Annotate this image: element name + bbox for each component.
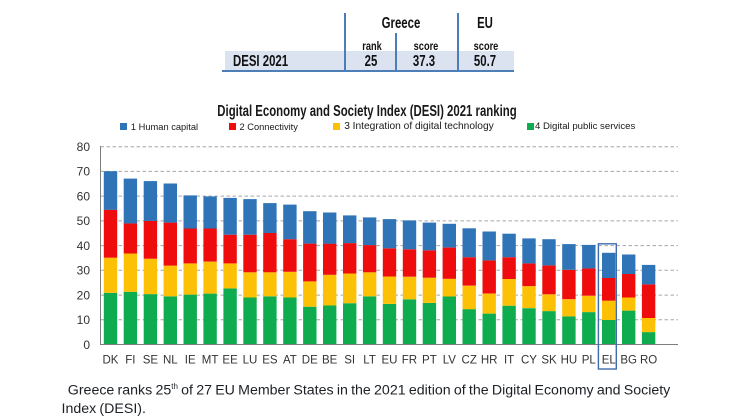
- svg-text:0: 0: [83, 338, 90, 352]
- svg-text:SE: SE: [143, 355, 159, 367]
- svg-text:60: 60: [77, 189, 91, 203]
- svg-text:70: 70: [77, 165, 91, 179]
- svg-text:DE: DE: [302, 355, 318, 367]
- svg-text:BG: BG: [620, 355, 637, 367]
- svg-text:HR: HR: [481, 355, 498, 367]
- svg-text:LT: LT: [363, 355, 376, 367]
- svg-text:EU: EU: [382, 355, 398, 367]
- svg-text:80: 80: [77, 140, 91, 154]
- svg-text:20: 20: [77, 288, 91, 302]
- svg-text:CZ: CZ: [462, 355, 477, 367]
- svg-text:40: 40: [77, 239, 91, 253]
- svg-text:RO: RO: [640, 355, 657, 367]
- svg-text:LU: LU: [243, 355, 258, 367]
- svg-text:PL: PL: [582, 355, 597, 367]
- svg-text:CY: CY: [521, 355, 537, 367]
- svg-text:MT: MT: [202, 355, 219, 367]
- svg-text:10: 10: [77, 313, 91, 327]
- svg-text:LV: LV: [443, 355, 457, 367]
- svg-text:SI: SI: [344, 355, 355, 367]
- svg-text:IE: IE: [185, 355, 196, 367]
- svg-text:FR: FR: [402, 355, 417, 367]
- svg-text:DK: DK: [103, 355, 119, 367]
- svg-text:AT: AT: [283, 355, 297, 367]
- svg-text:IT: IT: [504, 355, 514, 367]
- svg-text:ES: ES: [262, 355, 278, 367]
- svg-text:30: 30: [77, 264, 91, 278]
- svg-text:HU: HU: [561, 355, 578, 367]
- svg-text:BE: BE: [322, 355, 338, 367]
- svg-text:EL: EL: [602, 355, 617, 367]
- svg-text:50: 50: [77, 214, 91, 228]
- svg-text:FI: FI: [125, 355, 135, 367]
- svg-text:SK: SK: [541, 355, 557, 367]
- svg-text:EE: EE: [222, 355, 238, 367]
- svg-text:NL: NL: [163, 355, 178, 367]
- svg-text:PT: PT: [422, 355, 437, 367]
